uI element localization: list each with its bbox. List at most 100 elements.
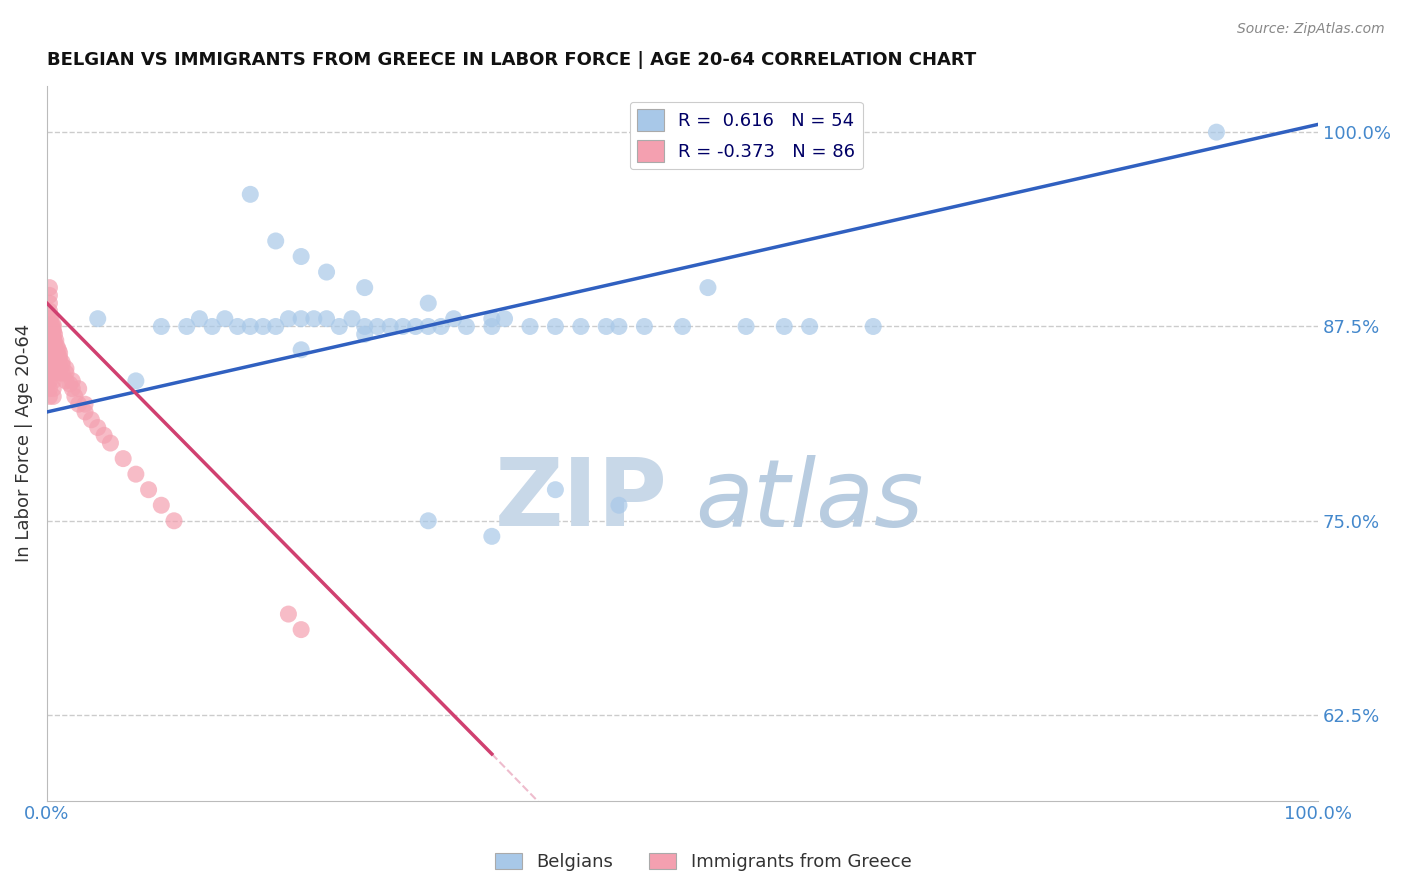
Point bbox=[176, 319, 198, 334]
Point bbox=[239, 187, 262, 202]
Point bbox=[51, 366, 73, 380]
Point bbox=[51, 355, 73, 369]
Point bbox=[42, 324, 65, 338]
Legend: R =  0.616   N = 54, R = -0.373   N = 86: R = 0.616 N = 54, R = -0.373 N = 86 bbox=[630, 102, 862, 169]
Point bbox=[87, 420, 110, 434]
Point bbox=[38, 327, 60, 342]
Point bbox=[494, 311, 516, 326]
Point bbox=[38, 288, 60, 302]
Point bbox=[519, 319, 541, 334]
Point bbox=[290, 311, 312, 326]
Point bbox=[46, 340, 69, 354]
Point bbox=[633, 319, 655, 334]
Point bbox=[430, 319, 453, 334]
Point bbox=[41, 334, 63, 349]
Point bbox=[290, 250, 312, 264]
Point bbox=[44, 327, 66, 342]
Point bbox=[39, 319, 62, 334]
Text: ZIP: ZIP bbox=[495, 454, 668, 546]
Point bbox=[41, 343, 63, 357]
Point bbox=[150, 498, 173, 512]
Point bbox=[41, 351, 63, 365]
Point bbox=[544, 319, 567, 334]
Point bbox=[48, 351, 70, 365]
Point bbox=[48, 366, 70, 380]
Point bbox=[55, 374, 77, 388]
Point bbox=[671, 319, 693, 334]
Point bbox=[799, 319, 821, 334]
Point bbox=[100, 436, 122, 450]
Point bbox=[44, 334, 66, 349]
Point bbox=[46, 351, 69, 365]
Point bbox=[63, 389, 86, 403]
Point bbox=[67, 382, 90, 396]
Point bbox=[42, 359, 65, 373]
Point bbox=[481, 319, 503, 334]
Point bbox=[46, 359, 69, 373]
Point bbox=[59, 376, 82, 391]
Point bbox=[353, 280, 375, 294]
Point bbox=[41, 327, 63, 342]
Point bbox=[46, 346, 69, 360]
Point bbox=[60, 382, 83, 396]
Point bbox=[607, 319, 630, 334]
Point bbox=[418, 514, 440, 528]
Point bbox=[38, 311, 60, 326]
Point bbox=[48, 359, 70, 373]
Point bbox=[73, 397, 96, 411]
Point bbox=[315, 265, 337, 279]
Point bbox=[80, 413, 103, 427]
Point bbox=[38, 382, 60, 396]
Text: atlas: atlas bbox=[696, 455, 924, 546]
Point bbox=[290, 343, 312, 357]
Point bbox=[42, 374, 65, 388]
Point bbox=[264, 319, 287, 334]
Point bbox=[42, 334, 65, 349]
Point bbox=[38, 334, 60, 349]
Point bbox=[405, 319, 427, 334]
Point bbox=[46, 343, 69, 357]
Point bbox=[38, 351, 60, 365]
Point bbox=[45, 343, 67, 357]
Point bbox=[353, 327, 375, 342]
Point bbox=[38, 327, 60, 342]
Point bbox=[39, 351, 62, 365]
Point bbox=[607, 498, 630, 512]
Point bbox=[55, 361, 77, 376]
Point bbox=[38, 318, 60, 332]
Point bbox=[87, 311, 110, 326]
Point bbox=[418, 296, 440, 310]
Point bbox=[39, 359, 62, 373]
Point bbox=[366, 319, 388, 334]
Point bbox=[44, 343, 66, 357]
Point bbox=[42, 351, 65, 365]
Point bbox=[163, 514, 186, 528]
Point bbox=[290, 623, 312, 637]
Point bbox=[42, 382, 65, 396]
Point bbox=[45, 334, 67, 348]
Point bbox=[418, 319, 440, 334]
Point bbox=[214, 311, 236, 326]
Point bbox=[38, 343, 60, 357]
Point bbox=[38, 374, 60, 388]
Point bbox=[443, 311, 465, 326]
Text: Source: ZipAtlas.com: Source: ZipAtlas.com bbox=[1237, 22, 1385, 37]
Point bbox=[38, 296, 60, 310]
Point bbox=[38, 304, 60, 318]
Point bbox=[93, 428, 115, 442]
Point bbox=[38, 359, 60, 373]
Point bbox=[315, 311, 337, 326]
Point bbox=[42, 319, 65, 334]
Point bbox=[38, 280, 60, 294]
Point bbox=[188, 311, 211, 326]
Point bbox=[39, 311, 62, 326]
Point bbox=[264, 234, 287, 248]
Point bbox=[42, 318, 65, 332]
Point bbox=[42, 366, 65, 380]
Point bbox=[226, 319, 249, 334]
Point bbox=[38, 322, 60, 336]
Point bbox=[38, 319, 60, 334]
Text: BELGIAN VS IMMIGRANTS FROM GREECE IN LABOR FORCE | AGE 20-64 CORRELATION CHART: BELGIAN VS IMMIGRANTS FROM GREECE IN LAB… bbox=[46, 51, 976, 69]
Point bbox=[302, 311, 325, 326]
Point bbox=[735, 319, 758, 334]
